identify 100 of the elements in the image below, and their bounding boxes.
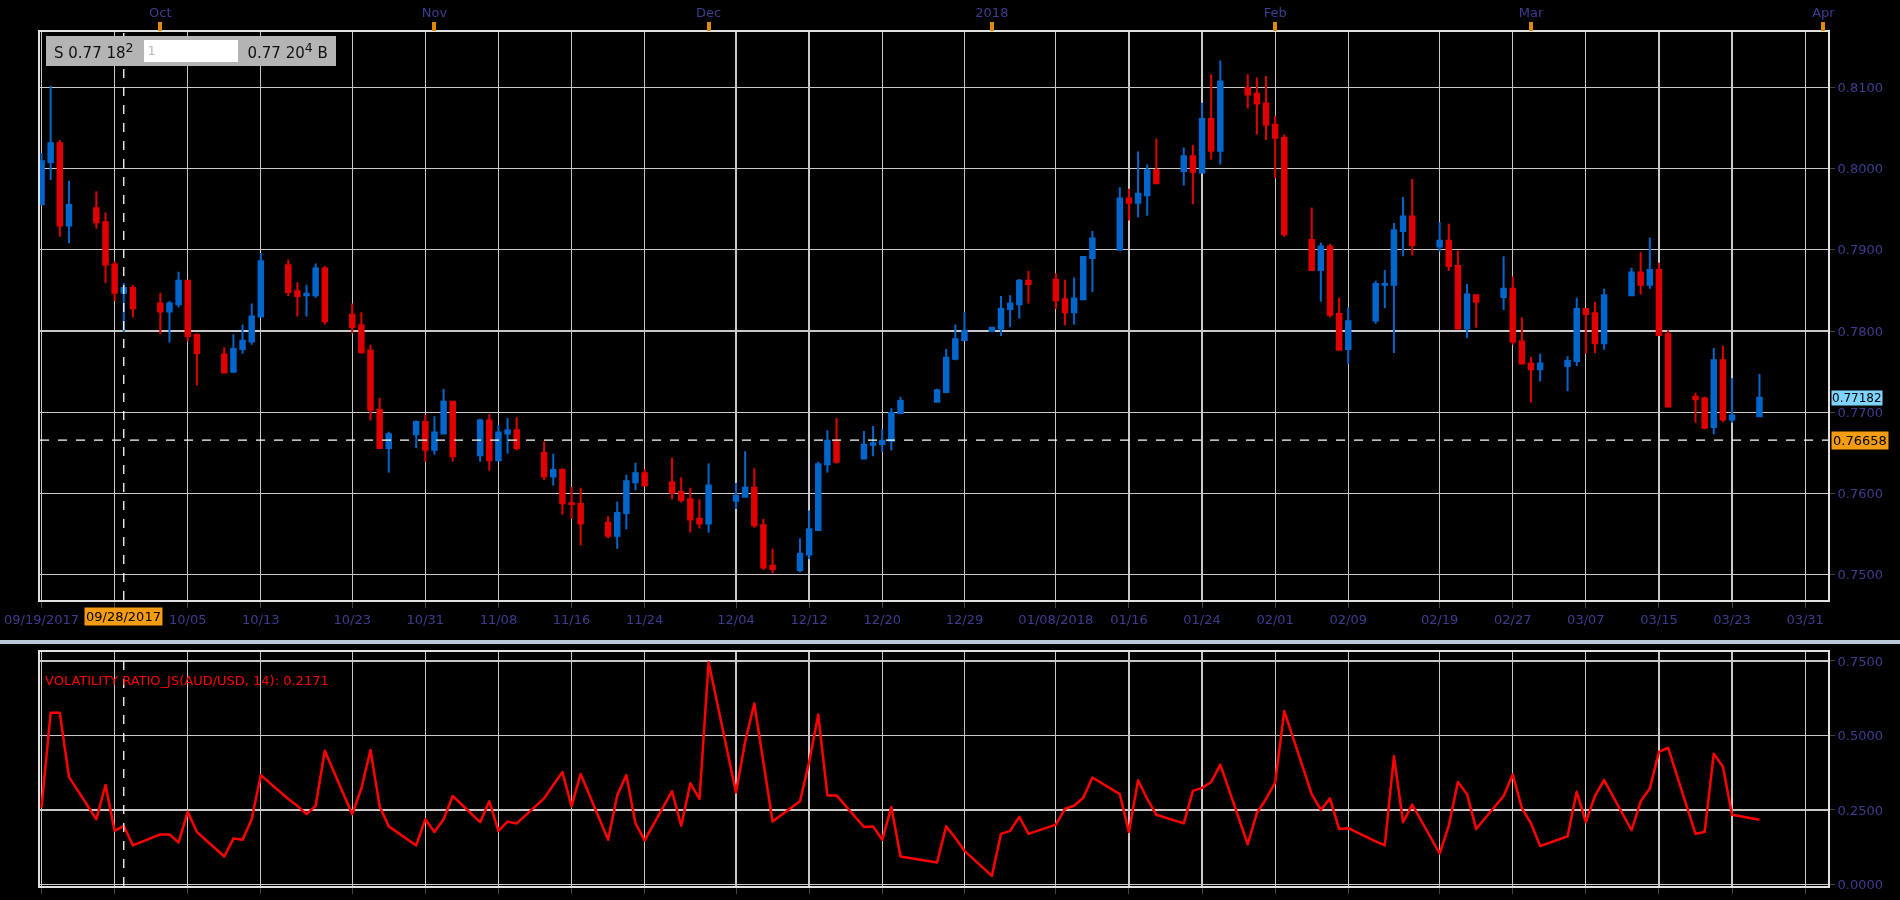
candlestick (1591, 300, 1599, 354)
candlestick (47, 84, 54, 181)
candlestick (1070, 276, 1078, 326)
y-tick-label: 0.7700 (1837, 404, 1884, 420)
y-tick-label: 0.0000 (1837, 877, 1884, 893)
y-tick-label: 0.5000 (1837, 728, 1884, 744)
candlestick (1399, 195, 1407, 258)
x-tick-label: 02/19 (1420, 611, 1459, 627)
candlestick (677, 476, 685, 504)
candlestick (815, 460, 822, 532)
candlestick (1445, 222, 1453, 272)
candlestick (1089, 230, 1096, 294)
candlestick (1189, 143, 1197, 206)
candlestick (1463, 282, 1471, 340)
candlestick (166, 299, 173, 344)
candlestick (741, 450, 749, 498)
x-tick-label: 02/01 (1256, 611, 1294, 627)
x-tick-label: 10/23 (333, 611, 371, 627)
candlestick (431, 415, 438, 456)
text: 0.77182 (1832, 391, 1882, 405)
candlestick (1052, 272, 1060, 311)
annotation: S 0.77 18$^{2}$ (54, 40, 134, 62)
candlestick (751, 467, 758, 529)
candlestick (193, 332, 201, 387)
candlestick (668, 456, 676, 501)
y-tick-label: 0.7500 (1837, 653, 1884, 669)
candlestick (239, 323, 246, 355)
candlestick (860, 429, 868, 461)
candlestick (40, 152, 45, 206)
candlestick (805, 509, 813, 561)
candlestick (1253, 76, 1261, 136)
candlestick (102, 211, 109, 285)
y-tick-label: 0.8000 (1837, 161, 1884, 177)
candlestick (1217, 59, 1224, 166)
ref-line-label: 0.76658 (1833, 433, 1887, 448)
x2-tick-label: 2018 (975, 4, 1009, 20)
x-tick-label: 11/16 (552, 611, 591, 627)
candlestick (312, 262, 319, 299)
x-tick-label: 01/08/2018 (1018, 611, 1094, 627)
candlestick (1756, 373, 1763, 418)
x-tick-label: 10/31 (406, 611, 445, 627)
x2-tick-label: Nov (421, 4, 448, 20)
candlestick (1262, 74, 1270, 142)
candlestick (486, 412, 493, 472)
candlestick (705, 462, 712, 534)
candlestick (1646, 236, 1654, 290)
x-tick-label: 03/23 (1713, 611, 1751, 627)
candlestick (1207, 73, 1215, 161)
x-tick-label: 01/16 (1110, 611, 1148, 627)
quote-box: S 0.77 18$^{2}$ 1 0.77 20$^{4}$ B (46, 36, 336, 66)
candlestick (1692, 391, 1699, 424)
candlestick (1006, 294, 1014, 328)
candlestick (604, 515, 612, 540)
candlestick (1345, 306, 1352, 366)
candlestick (111, 260, 118, 302)
x-tick-label: 12/04 (717, 611, 755, 627)
candlestick (1326, 243, 1334, 319)
x-tick-label: 02/27 (1494, 611, 1532, 627)
candlestick (632, 461, 639, 492)
candlestick (1025, 269, 1032, 305)
candlestick (961, 311, 968, 341)
x-tick-label: 02/09 (1329, 611, 1367, 627)
candlestick (1143, 163, 1151, 217)
candlestick (1198, 101, 1206, 175)
candlestick (1728, 377, 1736, 424)
candlestick (184, 279, 191, 343)
candlestick (1564, 355, 1571, 393)
candlestick (888, 407, 895, 452)
x-tick-label: 11/08 (479, 611, 518, 627)
annotation: 0.77 20$^{4}$ B (247, 40, 328, 62)
candlestick (294, 281, 301, 318)
candlestick (230, 333, 237, 373)
candlestick (1153, 137, 1160, 185)
candlestick (869, 425, 877, 458)
candlestick (1637, 251, 1644, 296)
candlestick (1600, 287, 1608, 351)
candlestick (358, 311, 365, 355)
candlestick (1317, 241, 1325, 303)
x-tick-label: 09/19/2017 (4, 611, 79, 627)
candlestick (1527, 356, 1535, 404)
candlestick (1180, 146, 1188, 187)
candlestick (878, 428, 886, 454)
candlestick (1500, 255, 1507, 311)
candlestick (221, 346, 228, 375)
x2-tick-label: Dec (696, 4, 722, 20)
candlestick (760, 517, 767, 571)
y-tick-label: 0.2500 (1837, 802, 1884, 818)
candlestick (1308, 206, 1315, 272)
candlestick (833, 416, 840, 465)
x2-tick-label: Feb (1263, 4, 1287, 20)
x-tick-label: 12/29 (945, 611, 984, 627)
y-tick-label: 0.7900 (1837, 242, 1884, 258)
candlestick (641, 468, 648, 488)
candlestick (412, 419, 420, 450)
candlestick (1408, 178, 1416, 257)
candlestick (897, 395, 904, 415)
candlestick (367, 343, 374, 422)
candlestick (1381, 269, 1389, 310)
candlestick (1454, 249, 1462, 330)
candlestick (321, 265, 329, 326)
